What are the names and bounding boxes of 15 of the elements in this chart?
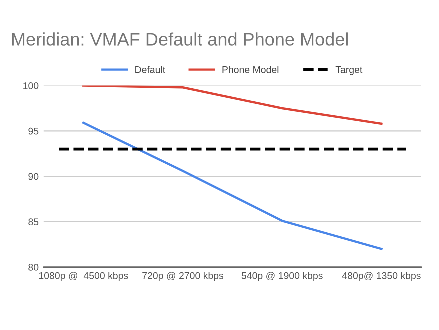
x-tick-label: 1080p @ 4500 kbps: [39, 272, 128, 282]
y-tick-label: 85: [28, 218, 39, 226]
legend-label: Phone Model: [222, 66, 279, 74]
legend-label: Target: [336, 66, 363, 76]
y-tick-label: 90: [28, 173, 39, 180]
x-tick-label: 540p @ 1900 kbps: [242, 272, 323, 282]
y-tick-label: 100: [24, 82, 39, 90]
chart-title: Meridian: VMAF Default and Phone Model: [12, 32, 348, 46]
x-tick-label: 720p @ 2700 kbps: [142, 272, 224, 282]
line-series: [82, 86, 383, 126]
x-tick-label: 480p@ 1350 kbps: [342, 272, 421, 282]
legend-label: Default: [136, 66, 166, 74]
y-tick-label: 95: [28, 128, 39, 135]
line-series: [82, 122, 383, 250]
y-tick-label: 80: [28, 264, 39, 271]
